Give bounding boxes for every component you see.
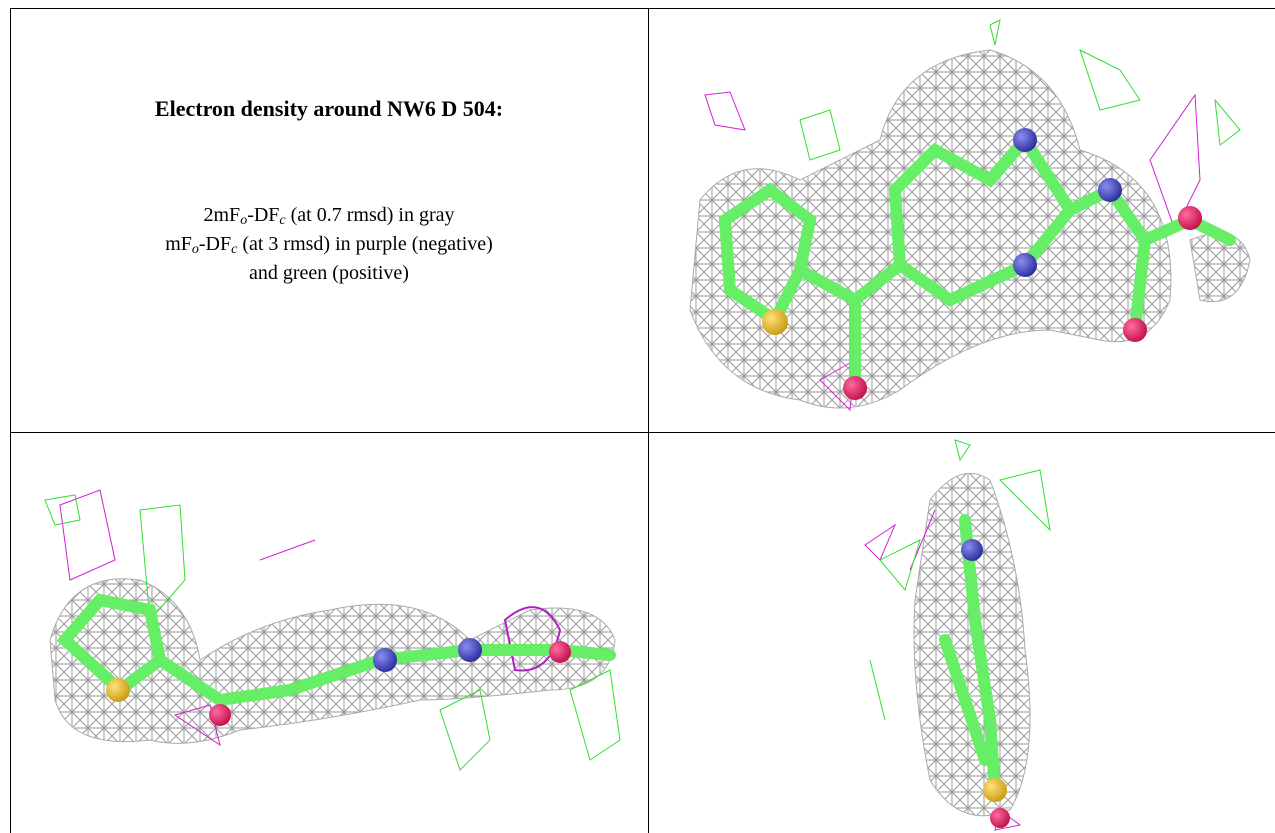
density-mesh [1190, 233, 1250, 301]
atom-o [549, 641, 571, 663]
atom-o [990, 808, 1010, 828]
atom-s [106, 678, 130, 702]
view-top [690, 20, 1250, 410]
density-mesh [914, 473, 1030, 815]
atom-n [373, 648, 397, 672]
atom-n [1013, 128, 1037, 152]
atom-o [843, 376, 867, 400]
atom-o [1123, 318, 1147, 342]
atom-o [1178, 206, 1202, 230]
view-end [865, 440, 1050, 830]
density-mesh [690, 50, 1171, 408]
density-images [0, 0, 1275, 833]
atom-n [961, 539, 983, 561]
atom-s [983, 778, 1007, 802]
view-side [45, 490, 620, 770]
atom-n [1098, 178, 1122, 202]
atom-n [458, 638, 482, 662]
atom-n [1013, 253, 1037, 277]
negative-density [705, 92, 745, 130]
atom-s [762, 309, 788, 335]
atom-o [209, 704, 231, 726]
page: Electron density around NW6 D 504: 2mFo-… [0, 0, 1275, 833]
